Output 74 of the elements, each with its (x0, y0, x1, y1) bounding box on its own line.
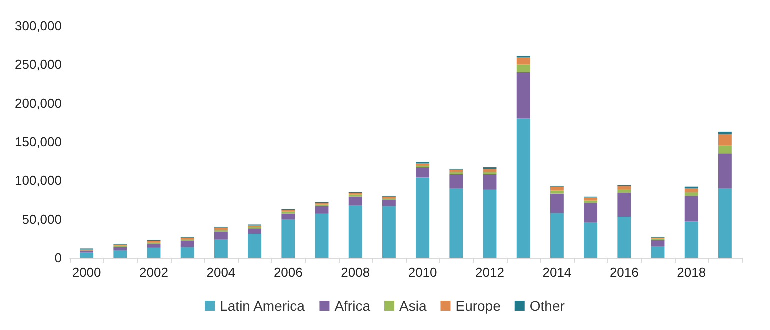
bar (80, 252, 94, 258)
bar (114, 247, 128, 250)
bar (618, 193, 632, 218)
bar (584, 198, 598, 201)
bar (684, 196, 698, 222)
bar (248, 234, 262, 258)
bar (282, 214, 296, 220)
legend-label: Africa (334, 298, 371, 314)
bar (114, 250, 128, 258)
bar (450, 188, 464, 258)
bar (584, 203, 598, 222)
bar (180, 247, 194, 258)
bar (248, 228, 262, 234)
legend-label: Latin America (220, 298, 306, 314)
y-tick-label: 200,000 (15, 96, 62, 111)
bar (550, 190, 564, 194)
bar (684, 192, 698, 196)
bar (618, 217, 632, 258)
y-tick-label: 0 (54, 250, 62, 266)
x-tick-label: 2016 (610, 265, 639, 280)
bar (315, 206, 329, 214)
bar (416, 168, 430, 178)
bar (483, 174, 497, 190)
legend-label: Europe (456, 298, 502, 314)
bar (348, 205, 362, 258)
bar (718, 146, 732, 154)
y-tick-label: 250,000 (15, 57, 62, 72)
x-tick-label: 2010 (408, 265, 438, 280)
bar (550, 194, 564, 214)
bar (214, 239, 228, 258)
bar (718, 134, 732, 146)
bar (214, 232, 228, 240)
bar (516, 64, 530, 72)
y-tick-label: 300,000 (15, 18, 62, 34)
bar (483, 169, 497, 172)
x-tick-label: 2006 (274, 265, 303, 280)
bar (516, 72, 530, 119)
x-tick-label: 2004 (206, 265, 236, 280)
bar (584, 222, 598, 258)
bar (516, 58, 530, 65)
bar (382, 200, 396, 206)
bar (147, 244, 161, 248)
y-tick-label: 50,000 (22, 212, 62, 227)
bar (718, 188, 732, 258)
y-tick-label: 100,000 (15, 173, 62, 188)
y-tick-label: 150,000 (15, 134, 62, 150)
x-tick-label: 2000 (72, 265, 102, 280)
bar (416, 178, 430, 258)
x-tick-label: 2012 (476, 265, 504, 280)
bar (618, 186, 632, 190)
x-tick-label: 2002 (140, 265, 168, 280)
bar (147, 248, 161, 258)
bar (483, 190, 497, 258)
bar (348, 196, 362, 206)
bar (684, 188, 698, 192)
bar (180, 240, 194, 248)
x-tick-label: 2008 (341, 265, 370, 280)
x-tick-label: 2014 (542, 265, 572, 280)
bar (450, 174, 464, 188)
bar (550, 213, 564, 258)
x-tick-label: 2018 (677, 265, 706, 280)
bar (618, 190, 632, 194)
bar (382, 206, 396, 258)
bar (684, 222, 698, 258)
bar (718, 154, 732, 188)
bar (516, 118, 530, 258)
bar (282, 219, 296, 258)
bar (550, 186, 564, 191)
bar (315, 214, 329, 258)
bar (718, 132, 732, 134)
bar (651, 240, 665, 246)
bar (651, 246, 665, 258)
legend-label: Other (530, 298, 566, 314)
legend-label: Asia (399, 298, 427, 314)
